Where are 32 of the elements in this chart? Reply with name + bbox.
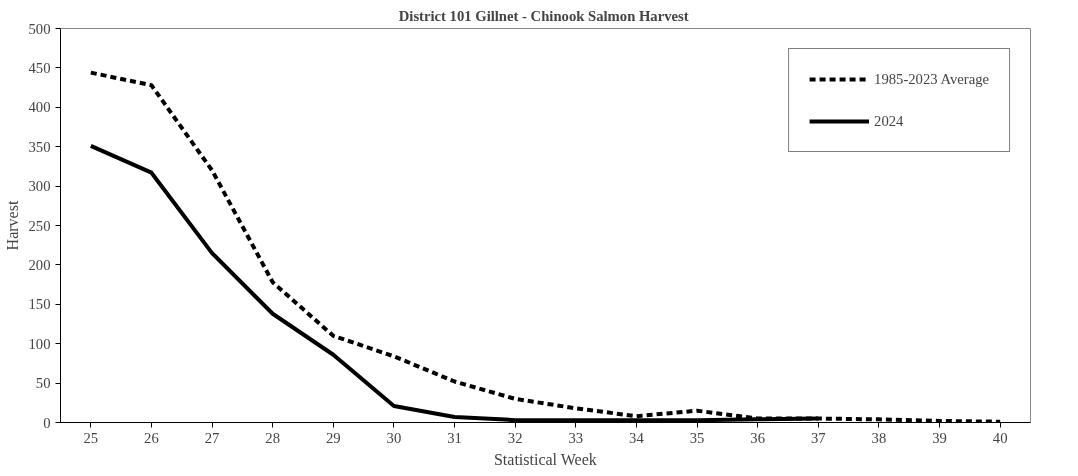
y-tick-label: 500 bbox=[28, 20, 51, 37]
x-tick-label: 36 bbox=[750, 429, 766, 446]
y-tick-label: 400 bbox=[28, 99, 51, 116]
x-tick-label: 32 bbox=[507, 429, 523, 446]
x-tick-label: 39 bbox=[932, 429, 947, 446]
x-axis-title: Statistical Week bbox=[493, 450, 597, 468]
x-tick-label: 33 bbox=[568, 429, 584, 446]
legend-label: 2024 bbox=[874, 112, 904, 130]
x-tick-label: 34 bbox=[629, 429, 645, 446]
x-tick-label: 37 bbox=[810, 429, 826, 446]
chart-title: District 101 Gillnet - Chinook Salmon Harvest bbox=[398, 7, 689, 24]
x-tick-label: 38 bbox=[871, 429, 887, 446]
y-tick-label: 250 bbox=[28, 217, 51, 234]
y-tick-label: 150 bbox=[28, 296, 51, 313]
x-tick-label: 27 bbox=[204, 429, 220, 446]
y-tick-label: 200 bbox=[28, 256, 51, 273]
y-axis-title: Harvest bbox=[3, 200, 21, 251]
y-tick-label: 300 bbox=[28, 178, 51, 195]
legend-label: 1985-2023 Average bbox=[874, 70, 989, 88]
y-tick-label: 450 bbox=[28, 59, 51, 76]
x-tick-label: 30 bbox=[386, 429, 402, 446]
x-tick-label: 29 bbox=[325, 429, 341, 446]
y-tick-label: 350 bbox=[28, 138, 51, 155]
x-tick-label: 40 bbox=[992, 429, 1008, 446]
x-tick-label: 35 bbox=[689, 429, 705, 446]
x-tick-label: 26 bbox=[144, 429, 159, 446]
x-tick-label: 25 bbox=[83, 429, 99, 446]
y-tick-label: 0 bbox=[43, 414, 51, 431]
y-tick-label: 50 bbox=[35, 375, 51, 392]
x-tick-label: 31 bbox=[447, 429, 462, 446]
x-tick-label: 28 bbox=[265, 429, 281, 446]
y-tick-label: 100 bbox=[28, 335, 51, 352]
